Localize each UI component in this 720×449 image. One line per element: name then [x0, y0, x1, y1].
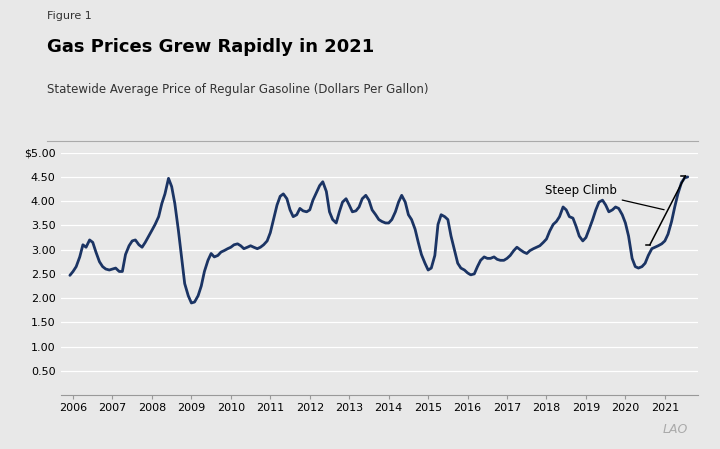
- Text: Steep Climb: Steep Climb: [545, 184, 664, 210]
- Text: Statewide Average Price of Regular Gasoline (Dollars Per Gallon): Statewide Average Price of Regular Gasol…: [47, 83, 428, 96]
- Text: Figure 1: Figure 1: [47, 11, 91, 21]
- Text: Gas Prices Grew Rapidly in 2021: Gas Prices Grew Rapidly in 2021: [47, 38, 374, 56]
- Text: LAO: LAO: [662, 423, 688, 436]
